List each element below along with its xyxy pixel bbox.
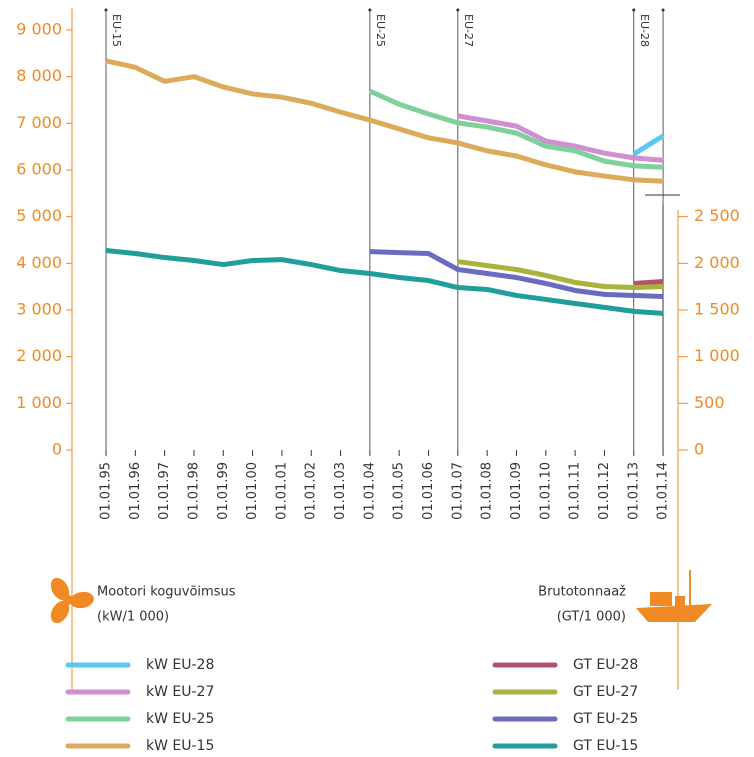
y2-tick-label: 1 000: [694, 346, 740, 365]
propeller-icon: [50, 577, 94, 624]
legend-label: kW EU-27: [146, 684, 214, 700]
legend-label: GT EU-15: [573, 738, 638, 754]
x-tick-label: 01.01.13: [626, 462, 641, 520]
x-tick-label: 01.01.07: [450, 462, 465, 520]
marker-dot: [104, 8, 108, 12]
y2-axis-label: Brutotonnaaž: [538, 585, 626, 600]
y-tick-label: 2 000: [16, 346, 62, 365]
series-line: [633, 279, 664, 286]
marker-dot: [661, 8, 665, 12]
x-tick-label: 01.01.08: [480, 462, 495, 520]
x-tick-label: 01.01.01: [274, 462, 289, 520]
ship-icon: [636, 570, 712, 622]
x-tick-label: 01.01.95: [99, 462, 114, 520]
legend-label: kW EU-15: [146, 738, 214, 754]
legend-label: GT EU-27: [573, 684, 638, 700]
x-tick-label: 01.01.03: [333, 462, 348, 520]
y-tick-label: 4 000: [16, 253, 62, 272]
y-axis-label: (kW/1 000): [97, 610, 169, 625]
y-tick-label: 0: [52, 440, 62, 459]
x-tick-label: 01.01.06: [421, 462, 436, 520]
x-tick-label: 01.01.00: [245, 462, 260, 520]
y2-tick-label: 1 500: [694, 300, 740, 319]
y2-tick-label: 2 000: [694, 253, 740, 272]
y2-axis-label: (GT/1 000): [557, 610, 626, 625]
y-tick-label: 6 000: [16, 160, 62, 179]
y-tick-label: 5 000: [16, 206, 62, 225]
x-tick-label: 01.01.10: [538, 462, 553, 520]
annotation: EU-28: [638, 14, 651, 47]
series-line: [457, 113, 664, 163]
x-tick-label: 01.01.12: [597, 462, 612, 520]
x-tick-label: 01.01.99: [216, 462, 231, 520]
legend-label: GT EU-25: [573, 711, 638, 727]
y-tick-label: 9 000: [16, 20, 62, 39]
legend-label: kW EU-28: [146, 657, 214, 673]
y2-tick-label: 500: [694, 393, 725, 412]
x-tick-label: 01.01.05: [392, 462, 407, 520]
marker-dot: [456, 8, 460, 12]
series-line: [105, 248, 664, 316]
legend-label: GT EU-28: [573, 657, 638, 673]
annotation: EU-15: [110, 14, 123, 47]
annotation: EU-25: [374, 14, 387, 47]
x-tick-label: 01.01.11: [568, 462, 583, 520]
x-tick-label: 01.01.02: [304, 462, 319, 520]
y-tick-label: 1 000: [16, 393, 62, 412]
y2-tick-label: 2 500: [694, 206, 740, 225]
x-tick-label: 01.01.97: [157, 462, 172, 520]
series-line: [369, 249, 664, 299]
x-tick-label: 01.01.96: [128, 462, 143, 520]
series-line: [457, 259, 664, 291]
series-line: [632, 133, 665, 157]
x-tick-label: 01.01.98: [186, 462, 201, 520]
x-tick-label: 01.01.04: [362, 462, 377, 520]
y-tick-label: 8 000: [16, 66, 62, 85]
series-line: [368, 88, 664, 170]
y-tick-label: 3 000: [16, 300, 62, 319]
x-tick-label: 01.01.09: [509, 462, 524, 520]
x-tick-label: 01.01.14: [656, 462, 671, 520]
legend-label: kW EU-25: [146, 711, 214, 727]
annotation: EU-27: [462, 14, 475, 47]
y-tick-label: 7 000: [16, 113, 62, 132]
marker-dot: [368, 8, 372, 12]
y2-tick-label: 0: [694, 440, 704, 459]
series-line: [105, 58, 664, 184]
y-axis-label: Mootori koguvõimsus: [97, 585, 236, 600]
marker-dot: [632, 8, 636, 12]
